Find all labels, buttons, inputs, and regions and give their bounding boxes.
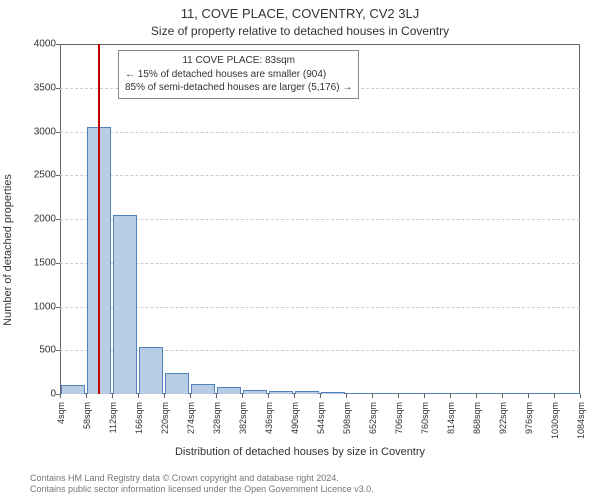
xtick-mark	[190, 394, 191, 398]
bar	[529, 393, 553, 394]
plot-area: 050010001500200025003000350040004sqm58sq…	[60, 44, 580, 394]
ytick-mark	[56, 307, 60, 308]
xtick-mark	[372, 394, 373, 398]
x-axis-label: Distribution of detached houses by size …	[0, 446, 600, 458]
annotation-line1: 11 COVE PLACE: 83sqm	[125, 54, 352, 68]
xtick-mark	[294, 394, 295, 398]
ytick-mark	[56, 132, 60, 133]
bar	[113, 215, 137, 394]
xtick-mark	[138, 394, 139, 398]
xtick-mark	[242, 394, 243, 398]
xtick-mark	[502, 394, 503, 398]
ytick-mark	[56, 219, 60, 220]
bar	[217, 387, 241, 394]
xtick-mark	[346, 394, 347, 398]
bar	[477, 393, 501, 394]
xtick-label: 652sqm	[368, 402, 378, 434]
chart-subtitle: Size of property relative to detached ho…	[0, 24, 600, 38]
xtick-mark	[476, 394, 477, 398]
xtick-label: 598sqm	[342, 402, 352, 434]
ytick-label: 3000	[34, 126, 56, 137]
ytick-mark	[56, 88, 60, 89]
annotation-line3: 85% of semi-detached houses are larger (…	[125, 81, 352, 95]
xtick-mark	[216, 394, 217, 398]
xtick-mark	[398, 394, 399, 398]
bar	[347, 393, 371, 394]
bar	[555, 393, 579, 394]
gridline	[60, 263, 580, 264]
ytick-label: 2500	[34, 170, 56, 181]
bar	[373, 393, 397, 394]
xtick-label: 706sqm	[394, 402, 404, 434]
bar	[425, 393, 449, 394]
footer-attribution: Contains HM Land Registry data © Crown c…	[30, 473, 374, 496]
gridline	[60, 219, 580, 220]
bar	[295, 391, 319, 394]
xtick-label: 760sqm	[420, 402, 430, 434]
xtick-label: 166sqm	[134, 402, 144, 434]
ytick-mark	[56, 175, 60, 176]
xtick-label: 112sqm	[108, 402, 118, 433]
xtick-label: 976sqm	[524, 402, 534, 434]
ytick-label: 0	[50, 389, 56, 400]
bar	[191, 384, 215, 395]
bar	[321, 392, 345, 394]
y-axis-label: Number of detached properties	[2, 174, 14, 326]
ytick-label: 4000	[34, 39, 56, 50]
gridline	[60, 307, 580, 308]
marker-line	[98, 44, 100, 394]
gridline	[60, 175, 580, 176]
xtick-label: 544sqm	[316, 402, 326, 434]
ytick-mark	[56, 263, 60, 264]
xtick-label: 868sqm	[472, 402, 482, 434]
bar	[139, 347, 163, 394]
bar	[503, 393, 527, 394]
ytick-label: 1000	[34, 301, 56, 312]
footer-line2: Contains public sector information licen…	[30, 484, 374, 496]
footer-line1: Contains HM Land Registry data © Crown c…	[30, 473, 374, 485]
xtick-label: 58sqm	[82, 402, 92, 429]
xtick-mark	[112, 394, 113, 398]
xtick-label: 814sqm	[446, 402, 456, 434]
xtick-label: 1030sqm	[550, 402, 560, 439]
annotation-box: 11 COVE PLACE: 83sqm← 15% of detached ho…	[118, 50, 359, 99]
annotation-line2: ← 15% of detached houses are smaller (90…	[125, 68, 352, 82]
xtick-mark	[86, 394, 87, 398]
xtick-mark	[164, 394, 165, 398]
xtick-label: 1084sqm	[576, 402, 586, 439]
xtick-label: 382sqm	[238, 402, 248, 434]
bar	[61, 385, 85, 394]
gridline	[60, 132, 580, 133]
xtick-mark	[528, 394, 529, 398]
xtick-mark	[450, 394, 451, 398]
xtick-label: 220sqm	[160, 402, 170, 434]
bar	[243, 390, 267, 394]
xtick-mark	[580, 394, 581, 398]
xtick-mark	[268, 394, 269, 398]
xtick-label: 436sqm	[264, 402, 274, 434]
xtick-mark	[424, 394, 425, 398]
chart-container: 11, COVE PLACE, COVENTRY, CV2 3LJ Size o…	[0, 0, 600, 500]
ytick-label: 1500	[34, 257, 56, 268]
bar	[451, 393, 475, 394]
xtick-mark	[320, 394, 321, 398]
xtick-mark	[554, 394, 555, 398]
chart-title: 11, COVE PLACE, COVENTRY, CV2 3LJ	[0, 6, 600, 21]
ytick-mark	[56, 44, 60, 45]
ytick-label: 500	[39, 345, 56, 356]
ytick-label: 3500	[34, 82, 56, 93]
xtick-label: 922sqm	[498, 402, 508, 434]
xtick-label: 4sqm	[56, 402, 66, 424]
xtick-label: 328sqm	[212, 402, 222, 434]
bar	[399, 393, 423, 394]
bar	[165, 373, 189, 394]
xtick-mark	[60, 394, 61, 398]
xtick-label: 490sqm	[290, 402, 300, 434]
ytick-label: 2000	[34, 214, 56, 225]
ytick-mark	[56, 350, 60, 351]
xtick-label: 274sqm	[186, 402, 196, 434]
bar	[269, 391, 293, 394]
